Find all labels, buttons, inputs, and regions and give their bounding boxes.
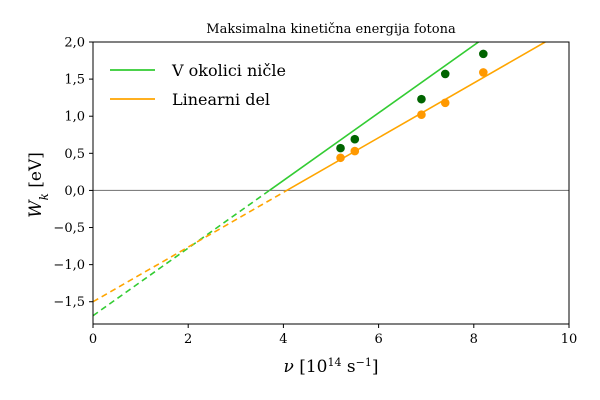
- series-0-point: [479, 49, 488, 59]
- x-tick-label: 10: [561, 332, 578, 347]
- series-0-point: [350, 134, 360, 144]
- x-tick-label: 0: [89, 332, 97, 347]
- series-0-point: [440, 69, 450, 79]
- y-tick-label: 1,0: [64, 110, 85, 125]
- legend: V okolici ničle Linearni del: [110, 61, 286, 109]
- series-1-point: [350, 146, 360, 156]
- series-1-fit-line: [286, 42, 546, 192]
- series-0-point: [417, 94, 426, 104]
- x-tick-label: 8: [470, 332, 478, 347]
- legend-label-1: Linearni del: [172, 90, 270, 109]
- x-tick-label: 4: [279, 332, 287, 347]
- y-tick-label: −1,5: [53, 295, 85, 310]
- chart-title: Maksimalna kinetična energija fotona: [206, 22, 456, 37]
- y-tick-label: 1,5: [64, 73, 85, 88]
- y-tick-label: 0,5: [64, 147, 85, 162]
- series-1-point: [336, 153, 345, 163]
- y-tick-label: 2,0: [64, 36, 85, 51]
- series-0-fit-extrapolation: [93, 189, 271, 317]
- series-1-point: [417, 110, 426, 120]
- plot-area-frame: [92, 41, 570, 325]
- y-tick-label: −1,0: [53, 258, 85, 273]
- x-tick-label: 2: [184, 332, 192, 347]
- series-0-fit-line: [269, 42, 480, 191]
- y-axis-label: Wk [eV]: [26, 152, 51, 218]
- series-1-point: [479, 68, 488, 77]
- series-1-point: [440, 98, 450, 108]
- y-tick-label: −0,5: [53, 221, 85, 236]
- series-0-point: [336, 143, 345, 153]
- legend-label-0: V okolici ničle: [171, 61, 286, 80]
- x-axis-label: ν [1014 s−1]: [283, 356, 378, 378]
- x-tick-label: 6: [374, 332, 382, 347]
- series-1-fit-extrapolation: [93, 189, 288, 303]
- y-tick-label: 0,0: [64, 184, 85, 199]
